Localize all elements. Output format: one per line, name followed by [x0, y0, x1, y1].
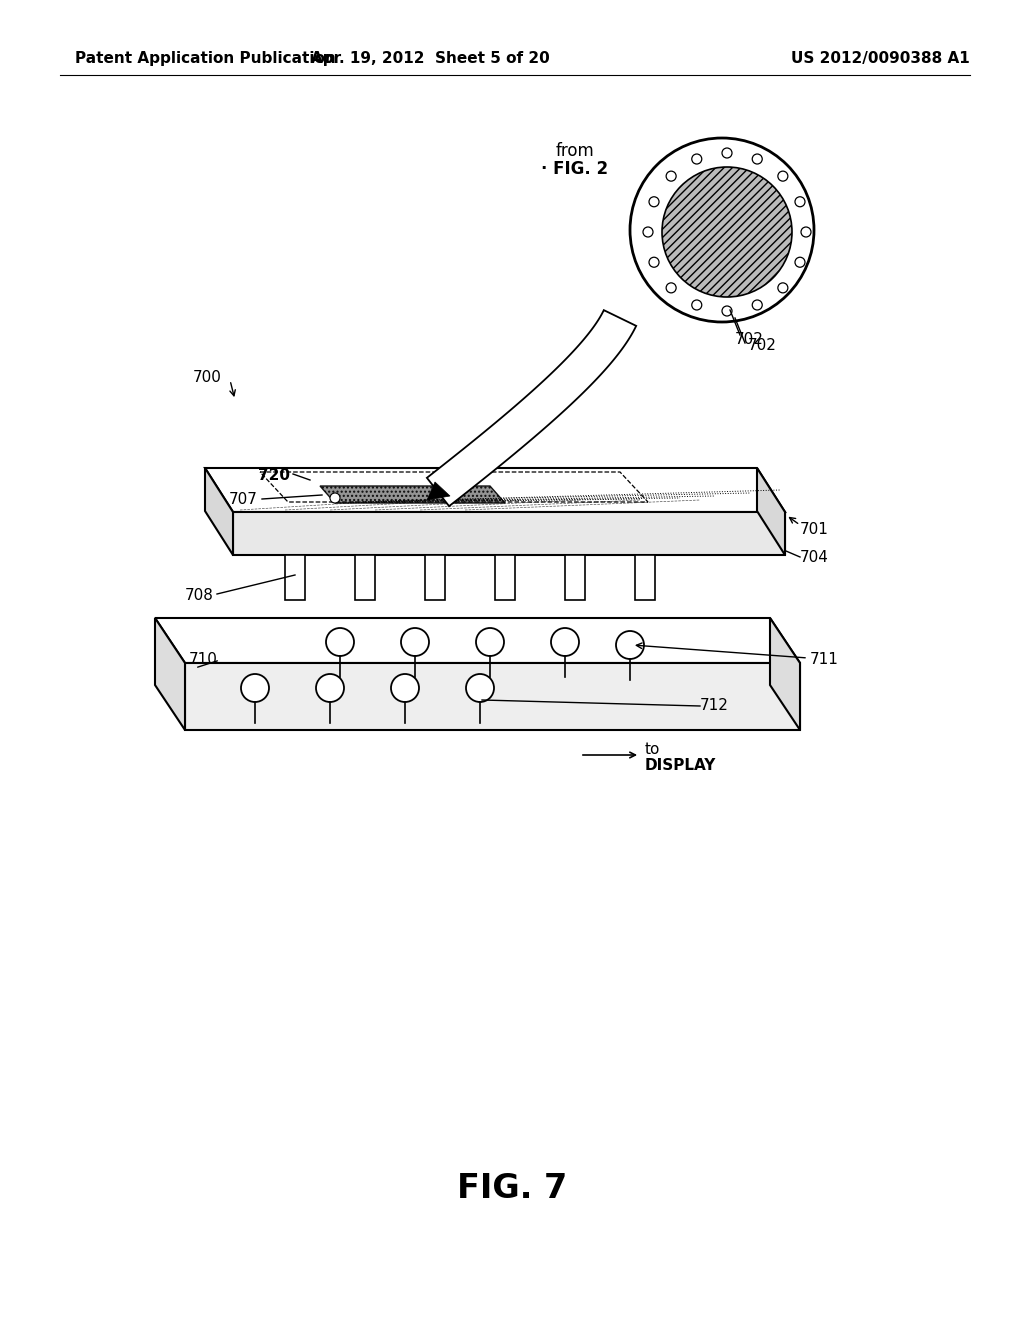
Circle shape — [667, 172, 676, 181]
Polygon shape — [205, 469, 785, 512]
Circle shape — [466, 675, 494, 702]
Text: to: to — [645, 742, 660, 758]
Circle shape — [551, 628, 579, 656]
Polygon shape — [425, 554, 445, 601]
Circle shape — [667, 282, 676, 293]
Circle shape — [795, 257, 805, 267]
Text: 720: 720 — [258, 467, 290, 483]
Text: 700: 700 — [194, 371, 222, 385]
Polygon shape — [233, 512, 785, 554]
Circle shape — [643, 227, 653, 238]
Polygon shape — [319, 486, 505, 503]
Circle shape — [326, 628, 354, 656]
Circle shape — [778, 172, 787, 181]
Text: 701: 701 — [800, 523, 828, 537]
Text: 707: 707 — [229, 492, 258, 507]
Text: DISPLAY: DISPLAY — [645, 759, 717, 774]
Text: from: from — [556, 143, 594, 160]
Text: Apr. 19, 2012  Sheet 5 of 20: Apr. 19, 2012 Sheet 5 of 20 — [310, 50, 549, 66]
Circle shape — [316, 675, 344, 702]
Circle shape — [692, 300, 701, 310]
Circle shape — [722, 148, 732, 158]
Text: 708: 708 — [185, 587, 214, 602]
Text: 702: 702 — [748, 338, 777, 352]
Circle shape — [241, 675, 269, 702]
Polygon shape — [635, 554, 655, 601]
Circle shape — [391, 675, 419, 702]
Polygon shape — [427, 310, 636, 506]
Circle shape — [476, 628, 504, 656]
Text: · FIG. 2: · FIG. 2 — [542, 160, 608, 178]
Polygon shape — [355, 554, 375, 601]
Text: 712: 712 — [700, 698, 729, 714]
Polygon shape — [757, 469, 785, 554]
Circle shape — [630, 139, 814, 322]
Circle shape — [722, 306, 732, 315]
Text: Patent Application Publication: Patent Application Publication — [75, 50, 336, 66]
Circle shape — [801, 227, 811, 238]
Circle shape — [616, 631, 644, 659]
Text: 711: 711 — [810, 652, 839, 668]
Polygon shape — [155, 618, 185, 730]
Polygon shape — [495, 554, 515, 601]
Circle shape — [692, 154, 701, 164]
Text: US 2012/0090388 A1: US 2012/0090388 A1 — [792, 50, 970, 66]
Circle shape — [401, 628, 429, 656]
Circle shape — [753, 300, 762, 310]
Polygon shape — [285, 554, 305, 601]
Circle shape — [778, 282, 787, 293]
Polygon shape — [565, 554, 585, 601]
Polygon shape — [155, 618, 800, 663]
Circle shape — [330, 492, 340, 503]
Polygon shape — [770, 618, 800, 730]
Text: FIG. 7: FIG. 7 — [457, 1172, 567, 1204]
Polygon shape — [427, 482, 450, 500]
Circle shape — [753, 154, 762, 164]
Polygon shape — [205, 469, 233, 554]
Circle shape — [649, 257, 659, 267]
Circle shape — [662, 168, 792, 297]
Text: 704: 704 — [800, 549, 828, 565]
Text: 710: 710 — [189, 652, 218, 668]
Circle shape — [649, 197, 659, 207]
Polygon shape — [185, 663, 800, 730]
Circle shape — [795, 197, 805, 207]
Text: 702: 702 — [735, 333, 764, 347]
